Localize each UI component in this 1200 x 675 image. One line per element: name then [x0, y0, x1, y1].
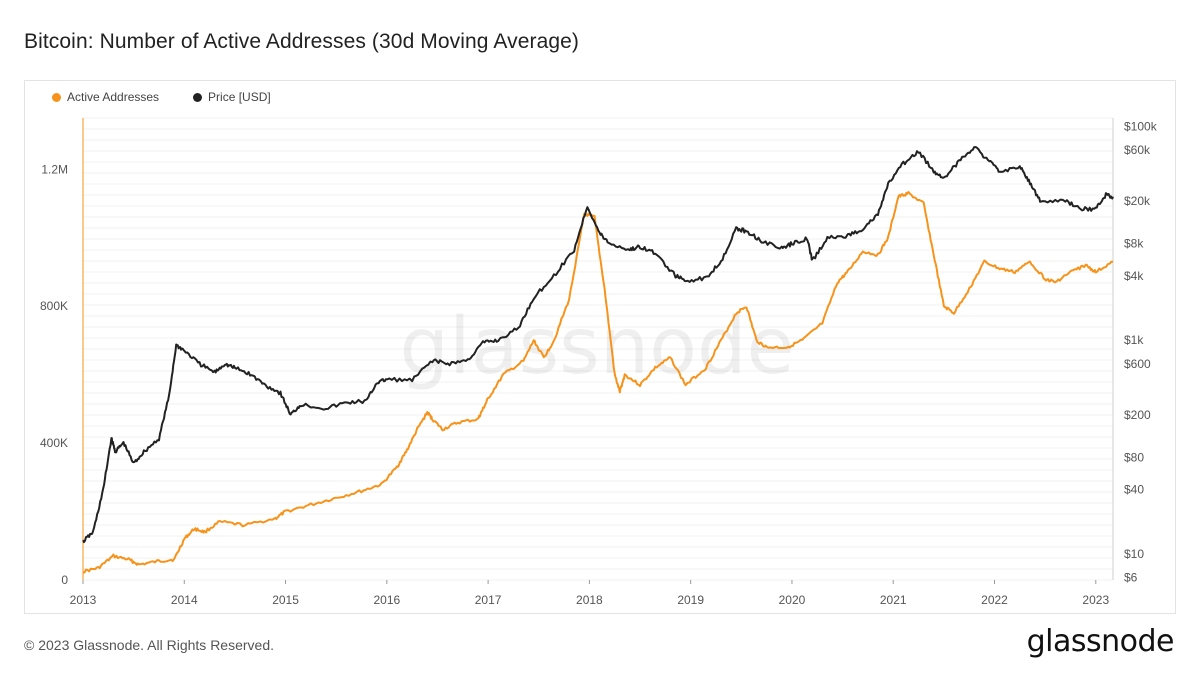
series-line-price [82, 146, 1114, 544]
right-tick-label: $60k [1124, 143, 1151, 157]
left-axis-ticks: 0 400K 800K 1.2M [40, 162, 68, 587]
left-tick-label: 0 [61, 573, 68, 587]
x-tick-label: 2014 [171, 593, 198, 607]
right-tick-label: $8k [1124, 237, 1144, 251]
right-tick-label: $4k [1124, 269, 1144, 283]
series-group [82, 146, 1114, 574]
legend-dot-orange [52, 92, 61, 102]
left-tick-label: 800K [40, 299, 68, 313]
grid-lines [83, 117, 1113, 581]
x-tick-label: 2015 [272, 593, 299, 607]
x-tick-label: 2016 [373, 593, 400, 607]
right-axis-ticks: $6 $10 $40 $80 $200 $600 $1k $4k $8k $20k $60k $100… [1124, 119, 1158, 584]
legend-label-price: Price [USD] [208, 90, 271, 104]
copyright-text: © 2023 Glassnode. All Rights Reserved. [24, 637, 275, 653]
right-tick-label: $1k [1124, 333, 1144, 347]
series-line-active-addresses [82, 191, 1114, 574]
right-tick-label: $80 [1124, 450, 1144, 464]
x-tick-label: 2018 [576, 593, 603, 607]
legend-item-price[interactable]: Price [USD] [193, 90, 271, 104]
right-tick-label: $20k [1124, 194, 1151, 208]
x-tick-label: 2021 [880, 593, 907, 607]
x-tick-label: 2013 [70, 593, 97, 607]
x-tick-label: 2017 [475, 593, 502, 607]
x-tick-label: 2020 [779, 593, 806, 607]
glassnode-logo: glassnode [1026, 624, 1175, 659]
x-tick-label: 2023 [1082, 593, 1109, 607]
left-tick-label: 1.2M [41, 162, 68, 176]
chart-legend: Active Addresses Price [USD] [52, 90, 271, 104]
left-tick-label: 400K [40, 436, 68, 450]
legend-dot-black [193, 92, 203, 102]
chart-panel [24, 80, 1176, 614]
right-tick-label: $100k [1124, 119, 1158, 133]
right-tick-label: $6 [1124, 571, 1138, 585]
right-tick-label: $600 [1124, 357, 1151, 371]
legend-label-active-addresses: Active Addresses [67, 90, 160, 104]
right-tick-label: $10 [1124, 547, 1144, 561]
x-tick-label: 2022 [981, 593, 1008, 607]
right-tick-label: $40 [1124, 483, 1144, 497]
x-tick-label: 2019 [677, 593, 704, 607]
x-axis-ticks: 2013 2014 2015 2016 2017 2018 2019 2020 2021 2022… [70, 580, 1109, 607]
watermark: glassnode [400, 302, 795, 392]
right-tick-label: $200 [1124, 408, 1151, 422]
legend-item-active-addresses[interactable]: Active Addresses [52, 90, 159, 104]
chart-title: Bitcoin: Number of Active Addresses (30d… [24, 30, 579, 53]
